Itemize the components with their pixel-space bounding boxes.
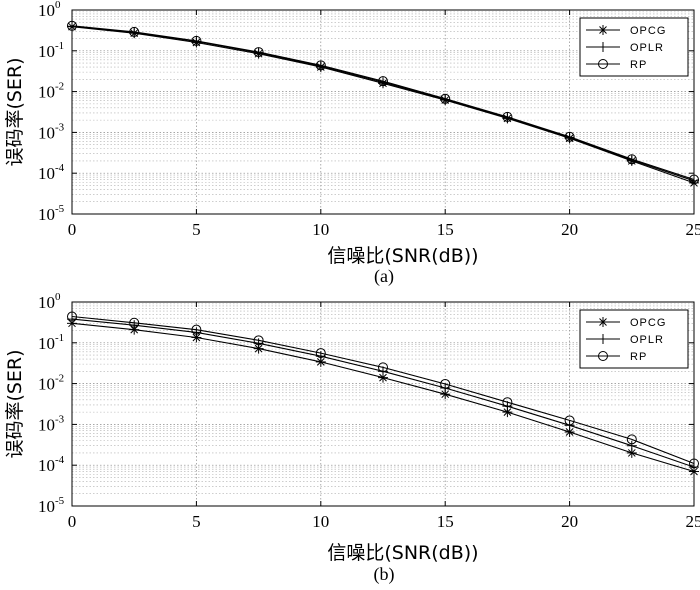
series-rp (67, 20, 699, 185)
chart-b: 0 5 10 15 20 25 100 10-1 10-2 10-3 10-4 10-5 误码率(SER… (4, 291, 700, 585)
data-point-rp (67, 20, 77, 31)
legend-label-rp: RP (630, 351, 647, 363)
x-tick-label: 15 (437, 220, 454, 239)
y-axis-label: 误码率(SER) (4, 57, 26, 166)
figure-caption: (a) (374, 266, 394, 287)
data-point-oplr (67, 314, 77, 325)
legend-label-oplr: OPLR (630, 334, 664, 346)
data-point-opcg (564, 427, 575, 438)
data-point-rp (253, 335, 264, 346)
data-point-rp (378, 76, 388, 87)
data-point-oplr (378, 366, 388, 377)
series-line-rp (71, 25, 695, 181)
legend-marker-rp (598, 59, 608, 69)
legend: OPCG OPLR RP (579, 17, 689, 77)
y-tick-label: 100 (38, 291, 61, 312)
data-point-rp (191, 324, 202, 335)
data-point-rp (564, 415, 575, 426)
data-point-rp (689, 174, 699, 185)
y-tick-label: 100 (38, 0, 61, 20)
x-tick-label: 0 (68, 512, 77, 531)
y-tick-label: 10-1 (38, 332, 64, 353)
x-tick-label: 20 (561, 512, 578, 531)
legend-marker-opcg (598, 25, 608, 35)
y-tick-label: 10-4 (38, 454, 65, 475)
legend-label-rp: RP (630, 59, 647, 71)
data-point-oplr (626, 440, 637, 451)
y-tick-label: 10-4 (38, 162, 65, 183)
x-tick-label: 25 (686, 512, 700, 531)
data-point-rp (440, 378, 451, 389)
data-point-oplr (129, 320, 140, 331)
y-tick-label: 10-2 (38, 373, 64, 394)
legend-marker-opcg (598, 317, 608, 327)
data-point-rp (191, 35, 202, 46)
x-tick-label: 15 (437, 512, 454, 531)
data-point-rp (253, 47, 264, 58)
legend-marker-oplr (598, 42, 608, 52)
data-point-rp (315, 348, 326, 359)
y-tick-label: 10-3 (38, 413, 65, 434)
x-tick-label: 10 (312, 220, 329, 239)
data-point-rp (315, 60, 326, 71)
x-axis-label: 信噪比(SNR(dB)) (327, 245, 478, 267)
legend-label-opcg: OPCG (630, 25, 666, 37)
chart-a: 0 5 10 15 20 25 100 10-1 10-2 10-3 10-4 10-5 误码率(SER… (4, 0, 700, 287)
legend-label-opcg: OPCG (630, 317, 666, 329)
plot-frame (71, 301, 695, 507)
legend-label-oplr: OPLR (630, 42, 664, 54)
data-point-rp (67, 311, 77, 322)
y-axis-label: 误码率(SER) (4, 349, 26, 458)
plot-frame (71, 9, 695, 215)
series-line-rp (71, 315, 695, 465)
legend: OPCG OPLR RP (579, 309, 689, 369)
x-tick-label: 0 (68, 220, 77, 239)
data-point-rp (129, 317, 140, 328)
x-axis-label: 信噪比(SNR(dB)) (327, 542, 478, 564)
data-point-rp (502, 397, 513, 408)
y-tick-label: 10-5 (38, 203, 65, 224)
x-tick-label: 5 (192, 220, 201, 239)
data-point-rp (626, 434, 637, 445)
data-point-rp (502, 111, 513, 122)
data-point-rp (564, 131, 575, 142)
data-point-rp (440, 93, 451, 104)
x-tick-label: 20 (561, 220, 578, 239)
y-tick-label: 10-3 (38, 121, 65, 142)
data-point-rp (129, 26, 140, 37)
y-tick-label: 10-1 (38, 40, 64, 61)
x-tick-label: 10 (312, 512, 329, 531)
x-tick-label: 5 (192, 512, 201, 531)
y-tick-label: 10-5 (38, 495, 65, 516)
data-point-rp (378, 362, 388, 373)
legend-marker-oplr (598, 334, 608, 344)
y-tick-label: 10-2 (38, 81, 64, 102)
data-point-rp (626, 154, 637, 165)
x-tick-label: 25 (686, 220, 700, 239)
data-point-oplr (502, 401, 513, 412)
legend-marker-rp (598, 351, 608, 361)
series-rp (67, 311, 699, 469)
figure-caption: (b) (374, 564, 395, 585)
data-point-rp (689, 458, 699, 469)
